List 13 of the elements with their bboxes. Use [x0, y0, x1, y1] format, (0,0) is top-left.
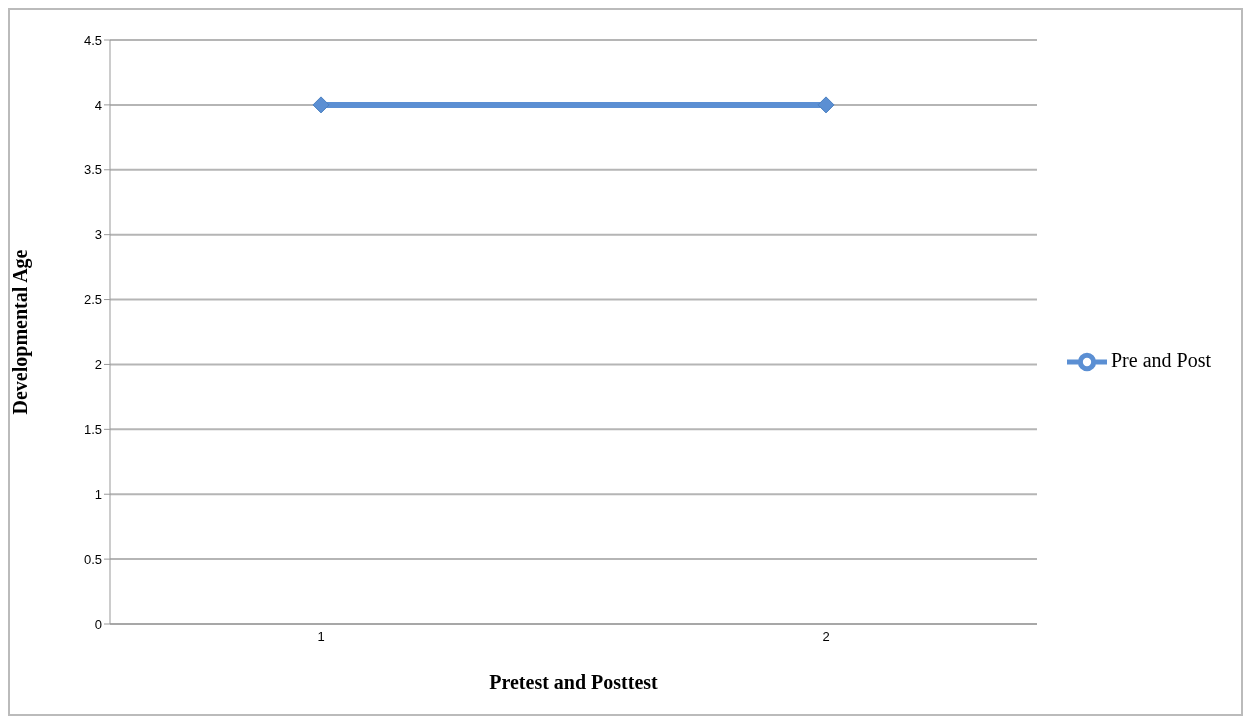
- legend-label: Pre and Post: [1111, 348, 1211, 371]
- y-tick-label: 0.5: [83, 551, 102, 567]
- y-axis-title: Developmental Age: [9, 249, 33, 415]
- y-tick-label: 2.5: [83, 292, 102, 308]
- y-tick-label: 0: [94, 616, 102, 632]
- y-tick-label: 1.5: [83, 421, 102, 437]
- x-axis-title: Pretest and Posttest: [489, 671, 659, 693]
- y-tick-label: 4.5: [83, 32, 102, 48]
- y-tick-label: 2: [94, 357, 102, 373]
- y-tick-label: 3: [94, 227, 102, 243]
- y-tick-label: 4: [94, 97, 102, 113]
- y-tick-label: 1: [94, 486, 102, 502]
- y-tick-label: 3.5: [83, 162, 102, 178]
